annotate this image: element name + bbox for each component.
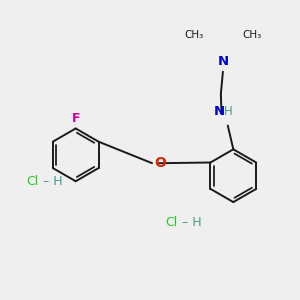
Text: Cl: Cl [27,175,39,188]
Text: CH₃: CH₃ [184,30,204,40]
Text: O: O [154,156,166,170]
Text: N: N [218,55,229,68]
Text: F: F [71,112,80,125]
Text: CH₃: CH₃ [242,30,261,40]
Text: – H: – H [178,216,201,230]
Text: N: N [214,105,225,118]
Text: Cl: Cl [166,216,178,230]
Text: – H: – H [39,175,62,188]
Text: H: H [224,105,232,118]
